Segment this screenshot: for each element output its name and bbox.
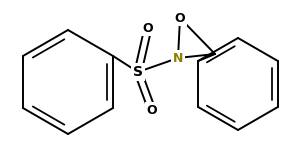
Text: O: O: [175, 12, 185, 25]
Text: O: O: [143, 21, 153, 34]
Text: S: S: [133, 65, 143, 79]
Text: O: O: [147, 104, 157, 117]
Text: N: N: [173, 52, 183, 65]
